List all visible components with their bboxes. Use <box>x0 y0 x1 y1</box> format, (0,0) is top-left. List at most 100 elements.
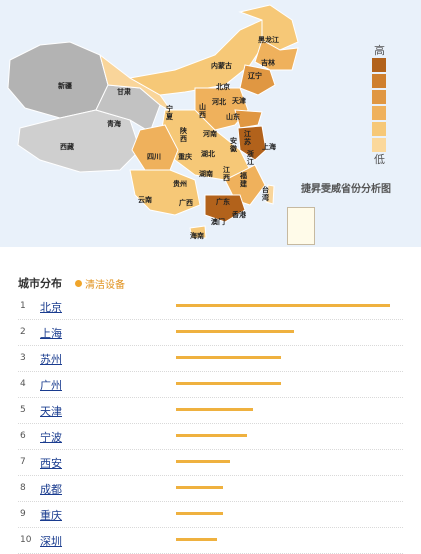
city-link[interactable]: 北京 <box>40 301 62 314</box>
map-label-jiangsu: 江苏 <box>244 130 251 146</box>
city-rank: 8 <box>20 483 26 493</box>
map-region-liaoning <box>239 64 276 96</box>
city-bar <box>176 538 217 541</box>
city-row: 5 天津 <box>18 398 403 424</box>
legend-swatch-2 <box>372 74 386 88</box>
map-label-guizhou: 贵州 <box>173 180 187 188</box>
map-region-jiangsu-shanghai <box>237 125 267 161</box>
city-rank: 6 <box>20 431 26 441</box>
map-label-hunan: 湖南 <box>199 170 213 178</box>
city-list: 1 北京 2 上海 3 苏州 4 广州 5 天津 6 宁波 7 西安 8 成都 9 重庆 10 深圳 <box>18 294 403 554</box>
map-label-xizang: 西藏 <box>60 143 74 151</box>
map-region-hainan <box>189 225 207 239</box>
city-bar <box>176 330 294 333</box>
province-map-panel: 黑龙江 吉林 辽宁 内蒙古 北京 天津 河北 山西 山东 宁夏 甘肃 新疆 西藏… <box>0 0 421 247</box>
map-label-liaoning: 辽宁 <box>248 72 262 80</box>
legend-swatch-5 <box>372 122 386 136</box>
city-rank: 10 <box>20 535 32 545</box>
map-label-taiwan: 台湾 <box>262 186 269 202</box>
legend-label: 清洁设备 <box>85 279 125 291</box>
map-region-xinjiang <box>7 41 109 119</box>
map-label-qinghai: 青海 <box>107 120 121 128</box>
city-row: 3 苏州 <box>18 346 403 372</box>
map-region-southwest <box>129 169 201 216</box>
city-row: 10 深圳 <box>18 528 403 554</box>
city-bar <box>176 408 253 411</box>
city-link[interactable]: 深圳 <box>40 535 62 548</box>
city-link[interactable]: 宁波 <box>40 431 62 444</box>
map-label-shanxi: 山西 <box>199 103 206 119</box>
map-label-hebei: 河北 <box>212 98 226 106</box>
map-region-guangdong <box>204 194 246 223</box>
map-label-yunnan: 云南 <box>138 196 152 204</box>
city-rank: 5 <box>20 405 26 415</box>
map-region-xizang <box>17 109 141 173</box>
legend-high-label: 高 <box>374 44 385 57</box>
map-region-jilin <box>254 39 299 71</box>
map-label-shanghai: 上海 <box>262 143 276 151</box>
map-label-shandong: 山东 <box>226 113 240 121</box>
city-row: 6 宁波 <box>18 424 403 450</box>
city-bar <box>176 382 281 385</box>
city-bar <box>176 434 247 437</box>
city-bar <box>176 512 223 515</box>
city-row: 8 成都 <box>18 476 403 502</box>
map-label-heilongjiang: 黑龙江 <box>258 36 279 44</box>
city-rank: 7 <box>20 457 26 467</box>
city-bar <box>176 304 390 307</box>
map-label-ningxia: 宁夏 <box>166 105 173 121</box>
legend-swatch-4 <box>372 106 386 120</box>
map-label-hubei: 湖北 <box>201 150 215 158</box>
city-rank: 1 <box>20 301 26 311</box>
map-label-macau: 澳门 <box>211 218 225 226</box>
city-row: 9 重庆 <box>18 502 403 528</box>
map-label-beijing: 北京 <box>216 83 230 91</box>
map-label-hainan: 海南 <box>190 232 204 240</box>
map-label-shaanxi: 陕西 <box>180 127 187 143</box>
map-label-fujian: 福建 <box>240 172 247 188</box>
city-row: 4 广州 <box>18 372 403 398</box>
map-label-zhejiang: 浙江 <box>247 150 254 166</box>
map-label-gansu: 甘肃 <box>117 88 131 96</box>
map-label-henan: 河南 <box>203 130 217 138</box>
map-label-anhui: 安徽 <box>230 137 237 153</box>
map-label-jiangxi: 江西 <box>223 166 230 182</box>
city-bar <box>176 356 281 359</box>
city-link[interactable]: 广州 <box>40 379 62 392</box>
map-region-taiwan <box>265 184 275 205</box>
china-map <box>7 4 299 239</box>
map-region-shandong <box>234 109 263 129</box>
map-region-heilongjiang <box>238 4 299 51</box>
legend-low-label: 低 <box>374 153 385 166</box>
map-label-jilin: 吉林 <box>261 59 275 67</box>
legend-swatch-6 <box>372 138 386 152</box>
map-label-neimenggu: 内蒙古 <box>211 62 232 70</box>
city-rank: 3 <box>20 353 26 363</box>
list-header: 城市分布 清洁设备 <box>18 272 403 294</box>
map-label-chongqing: 重庆 <box>178 153 192 161</box>
city-link[interactable]: 上海 <box>40 327 62 340</box>
south-china-sea-inset <box>287 207 315 245</box>
city-link[interactable]: 成都 <box>40 483 62 496</box>
city-row: 1 北京 <box>18 294 403 320</box>
city-link[interactable]: 天津 <box>40 405 62 418</box>
city-row: 2 上海 <box>18 320 403 346</box>
city-row: 7 西安 <box>18 450 403 476</box>
map-title: 捷昇雯威省份分析图 <box>301 184 391 195</box>
legend-dot-icon <box>75 279 82 287</box>
city-link[interactable]: 重庆 <box>40 509 62 522</box>
map-label-tianjin: 天津 <box>232 97 246 105</box>
city-rank: 4 <box>20 379 26 389</box>
city-link[interactable]: 苏州 <box>40 353 62 366</box>
map-label-guangdong: 广东 <box>216 198 230 206</box>
map-label-hongkong: 香港 <box>232 211 246 219</box>
city-distribution: 城市分布 清洁设备 1 北京 2 上海 3 苏州 4 广州 5 天津 6 宁波 7 西安 8 成都 9 重庆 10 深… <box>18 272 403 554</box>
list-title: 城市分布 <box>18 277 62 290</box>
city-rank: 2 <box>20 327 26 337</box>
city-bar <box>176 460 230 463</box>
city-rank: 9 <box>20 509 26 519</box>
map-label-xinjiang: 新疆 <box>58 82 72 90</box>
map-label-sichuan: 四川 <box>147 153 161 161</box>
city-link[interactable]: 西安 <box>40 457 62 470</box>
city-bar <box>176 486 223 489</box>
